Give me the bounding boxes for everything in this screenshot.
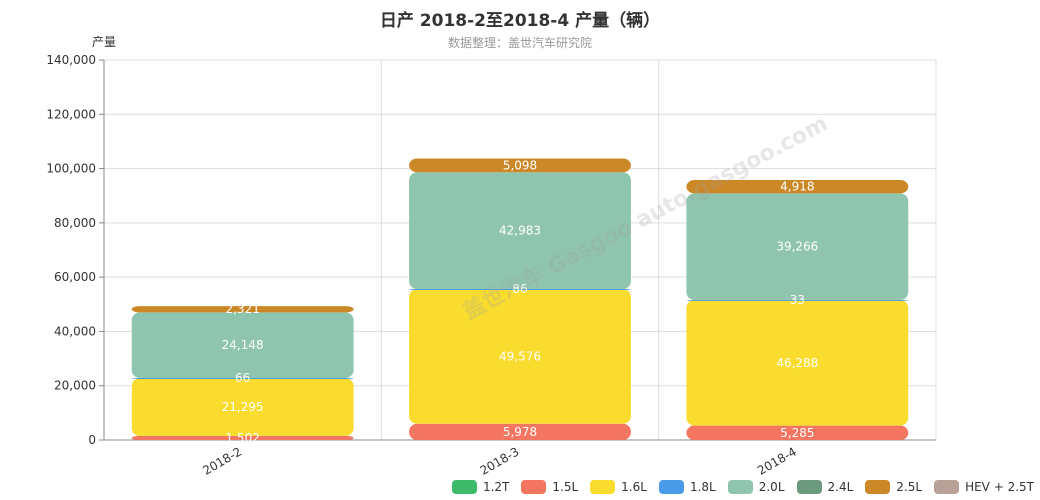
legend-label: 1.5L	[552, 480, 579, 494]
bar-segment	[686, 300, 909, 426]
bar-segment	[409, 289, 631, 424]
bar-segment	[686, 193, 909, 300]
bar-segment	[131, 435, 354, 440]
legend-label: 2.4L	[827, 480, 854, 494]
legend-item[interactable]: 2.5L	[865, 480, 922, 494]
bar-data-label: 86	[512, 282, 527, 296]
chart-title: 日产 2018-2至2018-4 产量（辆）	[379, 11, 661, 31]
x-tick-label: 2018-3	[478, 444, 522, 477]
legend-item[interactable]: 1.6L	[590, 480, 647, 494]
bar-data-label: 5,098	[503, 158, 537, 172]
legend-label: HEV + 2.5T	[965, 480, 1034, 494]
legend-label: 1.2T	[482, 480, 510, 494]
legend-item[interactable]: 2.4L	[796, 480, 854, 494]
y-tick-label: 140,000	[46, 53, 96, 67]
bar-segment	[409, 172, 631, 289]
bar-segment	[131, 312, 354, 378]
legend-label: 1.8L	[689, 480, 716, 494]
bar-data-label: 5,285	[780, 426, 814, 440]
y-axis-label: 产量	[92, 35, 117, 49]
bar-data-label: 42,983	[499, 224, 541, 238]
bar-segment	[409, 423, 631, 440]
legend-swatch	[521, 480, 547, 494]
legend-item[interactable]: 1.8L	[658, 480, 716, 494]
y-tick-label: 0	[88, 433, 96, 447]
chart-subtitle: 数据整理：盖世汽车研究院	[447, 36, 592, 50]
bar-segment	[409, 158, 631, 173]
bar-data-label: 2,321	[225, 302, 259, 316]
y-tick-label: 120,000	[46, 107, 96, 121]
bar-data-label: 66	[235, 371, 250, 385]
legend-swatch	[658, 480, 684, 494]
legend-swatch	[451, 480, 477, 494]
bar-segment	[686, 179, 909, 194]
legend-item[interactable]: 1.2T	[451, 480, 510, 494]
bar-data-label: 39,266	[776, 240, 818, 254]
legend-label: 2.5L	[896, 480, 923, 494]
y-tick-label: 80,000	[54, 216, 96, 230]
y-tick-label: 20,000	[54, 379, 96, 393]
bar-segment	[131, 377, 354, 379]
bar-segment	[686, 425, 909, 440]
bar-data-label: 1,502	[225, 431, 259, 445]
bar-data-label: 46,288	[776, 356, 818, 370]
bar-segment	[409, 288, 631, 290]
y-tick-label: 60,000	[54, 270, 96, 284]
legend-label: 1.6L	[621, 480, 647, 494]
bar-data-label: 33	[790, 293, 805, 307]
legend-item[interactable]: 1.5L	[521, 480, 578, 494]
legend-swatch	[865, 480, 891, 494]
bar-data-label: 4,918	[780, 180, 814, 194]
bar-segment	[686, 299, 909, 301]
legend-swatch	[934, 480, 960, 494]
legend-swatch	[796, 480, 822, 494]
chart-legend: 1.2T 1.5L 1.6L 1.8L 2.0L 2.4L 2.5L HEV + 2.5T	[451, 480, 1034, 494]
legend-swatch	[727, 480, 753, 494]
bar-data-label: 24,148	[222, 338, 264, 352]
y-tick-label: 40,000	[54, 324, 96, 338]
bar-data-label: 5,978	[503, 425, 537, 439]
bar-segment	[131, 306, 354, 313]
y-tick-label: 100,000	[46, 162, 96, 176]
bar-segment	[131, 378, 354, 436]
legend-item[interactable]: 2.0L	[727, 480, 785, 494]
legend-label: 2.0L	[758, 480, 785, 494]
bar-data-label: 21,295	[222, 400, 264, 414]
x-tick-label: 2018-2	[200, 444, 244, 477]
legend-item[interactable]: HEV + 2.5T	[934, 480, 1034, 494]
bar-data-label: 49,576	[499, 349, 541, 363]
legend-swatch	[590, 480, 616, 494]
x-tick-label: 2018-4	[755, 444, 799, 477]
